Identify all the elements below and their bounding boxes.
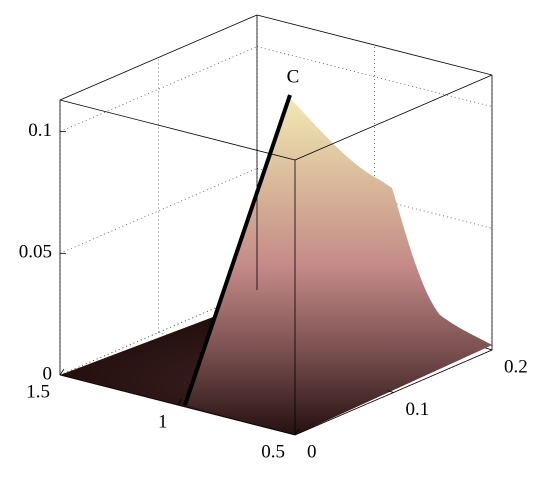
y-tick-label: 0 xyxy=(307,441,317,462)
tick-mark xyxy=(288,432,296,436)
z-tick-label: 0 xyxy=(43,363,53,384)
tick-mark xyxy=(485,347,493,351)
tick-mark xyxy=(59,368,65,376)
box-edge xyxy=(294,74,493,161)
z-tick-label: 0.05 xyxy=(19,242,52,263)
curve-c xyxy=(183,94,292,406)
tick-mark xyxy=(294,428,300,436)
tick-mark xyxy=(177,398,182,406)
grid-line xyxy=(256,46,493,108)
axis-layer: 0 0.05 0.1 1.5 1 0.5 0 0.1 0.2 xyxy=(19,14,528,462)
x-tick-label: 1 xyxy=(158,411,168,432)
grid-line xyxy=(59,46,258,133)
x-tick-label: 0.5 xyxy=(261,441,285,462)
box-edge xyxy=(59,14,258,101)
y-tick-label: 0.2 xyxy=(504,356,528,377)
annotation: C xyxy=(287,66,300,87)
box-edge xyxy=(256,14,493,76)
tick-mark xyxy=(387,390,394,393)
x-tick-label: 1.5 xyxy=(26,381,50,402)
grid-line xyxy=(59,167,258,254)
z-tick-label: 0.1 xyxy=(28,120,52,141)
box-edge xyxy=(59,99,296,161)
y-tick-label: 0.1 xyxy=(406,399,430,420)
